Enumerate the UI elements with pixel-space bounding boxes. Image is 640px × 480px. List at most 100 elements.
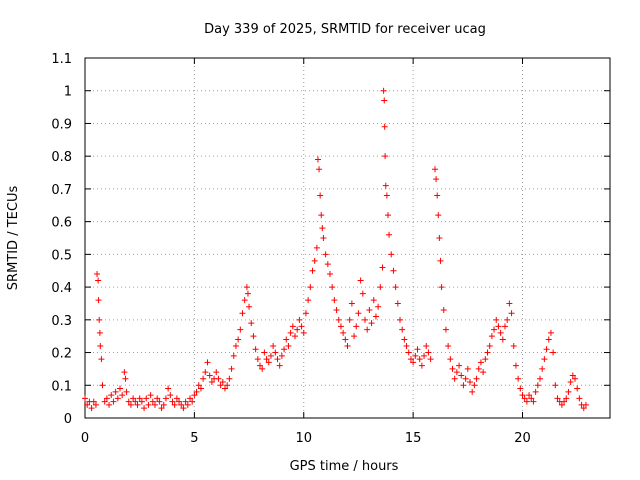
- data-point: [335, 316, 342, 323]
- data-point: [314, 156, 321, 163]
- data-point: [410, 359, 417, 366]
- data-point: [435, 212, 442, 219]
- data-point: [381, 97, 388, 104]
- data-point: [200, 375, 207, 382]
- data-point: [370, 297, 377, 304]
- data-point: [125, 398, 132, 405]
- x-tick-label: 5: [190, 431, 198, 446]
- data-point: [390, 267, 397, 274]
- data-point: [580, 405, 587, 412]
- y-tick-label: 0.4: [51, 281, 72, 296]
- data-point: [149, 398, 156, 405]
- data-point: [442, 326, 449, 333]
- data-point: [246, 303, 253, 310]
- y-tick-label: 0.5: [51, 248, 72, 263]
- data-point: [176, 398, 183, 405]
- data-point: [493, 316, 500, 323]
- data-point: [141, 405, 148, 412]
- data-point: [197, 385, 204, 392]
- plot-frame: [84, 57, 611, 419]
- data-point: [412, 352, 419, 359]
- data-point: [134, 401, 141, 408]
- data-point: [307, 284, 314, 291]
- data-point: [145, 401, 152, 408]
- y-tick-label: 0.7: [51, 183, 72, 198]
- grid-layer: [85, 58, 610, 418]
- data-point: [156, 398, 163, 405]
- data-point: [521, 395, 528, 402]
- data-point: [316, 166, 323, 173]
- data-point: [528, 395, 535, 402]
- data-point: [386, 231, 393, 238]
- data-point: [296, 316, 303, 323]
- data-point: [254, 356, 261, 363]
- data-point: [346, 316, 353, 323]
- y-tick-label: 0.3: [51, 314, 72, 329]
- data-point: [313, 244, 320, 251]
- data-point: [445, 343, 452, 349]
- data-point: [317, 192, 324, 199]
- data-point: [169, 398, 176, 405]
- data-point: [117, 385, 123, 392]
- data-point: [237, 326, 244, 333]
- data-point: [405, 349, 412, 356]
- data-point: [123, 388, 130, 395]
- data-point: [127, 401, 134, 408]
- data-point: [294, 326, 301, 333]
- data-point: [333, 307, 340, 313]
- data-point: [475, 365, 482, 372]
- data-point: [298, 323, 305, 330]
- data-point: [182, 398, 189, 405]
- data-point: [331, 297, 338, 304]
- data-point: [281, 346, 288, 353]
- data-point: [95, 277, 102, 284]
- data-point: [90, 398, 97, 405]
- data-point: [353, 323, 360, 330]
- data-point: [574, 385, 581, 392]
- data-point: [364, 326, 371, 333]
- data-point: [112, 388, 119, 395]
- data-point: [456, 362, 463, 369]
- data-point: [302, 310, 309, 317]
- data-point: [530, 398, 537, 405]
- data-point: [377, 284, 384, 291]
- data-point: [241, 297, 248, 304]
- data-point: [480, 369, 487, 376]
- data-point: [379, 264, 386, 271]
- data-point: [130, 395, 137, 402]
- data-point: [484, 349, 491, 356]
- data-point: [96, 329, 103, 336]
- data-point: [82, 395, 88, 402]
- y-tick-label: 0.6: [51, 216, 72, 231]
- data-point: [423, 343, 430, 349]
- data-point: [427, 356, 434, 363]
- data-point: [132, 398, 139, 405]
- data-point: [541, 356, 548, 363]
- data-point: [215, 375, 222, 382]
- data-point: [534, 382, 541, 389]
- y-tick-label: 0.2: [51, 347, 72, 362]
- data-point: [195, 382, 202, 389]
- data-point: [558, 401, 565, 408]
- data-point: [447, 356, 454, 363]
- data-points: [82, 87, 589, 412]
- data-point: [515, 375, 522, 382]
- data-point: [366, 307, 373, 313]
- data-point: [342, 336, 349, 343]
- data-point: [243, 284, 250, 291]
- data-point: [372, 313, 379, 320]
- data-point: [248, 320, 255, 327]
- data-point: [464, 365, 471, 372]
- data-point: [283, 336, 290, 343]
- data-point: [239, 310, 246, 317]
- data-point: [499, 336, 506, 343]
- data-point: [491, 326, 498, 333]
- data-point: [226, 375, 233, 382]
- data-point: [526, 392, 533, 399]
- data-point: [193, 388, 200, 395]
- data-point: [482, 356, 489, 363]
- data-point: [263, 356, 270, 363]
- data-point: [208, 379, 215, 385]
- data-point: [552, 382, 559, 389]
- data-point: [136, 395, 143, 402]
